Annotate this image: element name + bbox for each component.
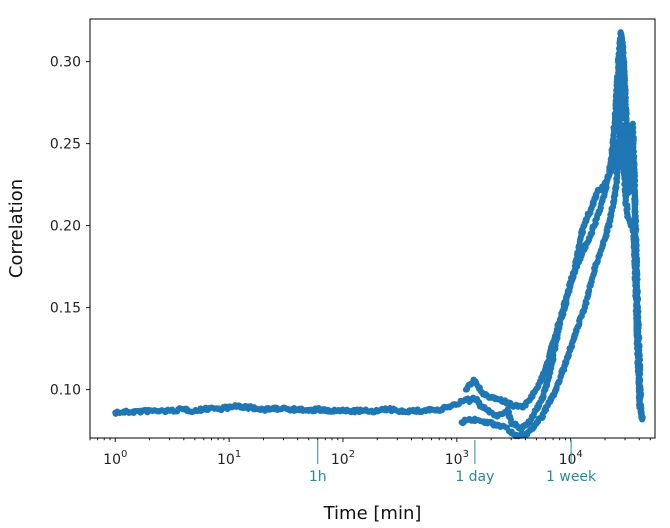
time-annotations: 1h 1 day 1 week	[309, 440, 597, 485]
x-tick-label: 104	[559, 449, 583, 468]
x-tick-label: 101	[217, 449, 241, 468]
y-tick-label: 0.15	[50, 301, 81, 317]
annotation-label: 1 day	[455, 469, 494, 485]
y-axis-label: Correlation	[6, 179, 27, 278]
x-tick-label: 102	[331, 449, 355, 468]
x-axis-ticks: 100 101 102 103 104	[89, 438, 651, 468]
y-tick-label: 0.30	[50, 55, 81, 71]
y-tick-label: 0.20	[50, 219, 81, 235]
x-tick-label: 100	[103, 449, 127, 468]
annotation-label: 1 week	[546, 469, 597, 485]
data-points	[112, 29, 646, 440]
x-axis-label: Time [min]	[323, 503, 422, 524]
y-tick-label: 0.25	[50, 137, 81, 153]
y-tick-label: 0.10	[50, 383, 81, 399]
y-axis-ticks: 0.10 0.15 0.20 0.25 0.30	[50, 55, 90, 399]
x-tick-label: 103	[445, 449, 469, 468]
data-point	[639, 416, 646, 423]
annotation-label: 1h	[309, 469, 327, 485]
plot-frame	[89, 18, 656, 439]
data-point	[612, 115, 619, 122]
